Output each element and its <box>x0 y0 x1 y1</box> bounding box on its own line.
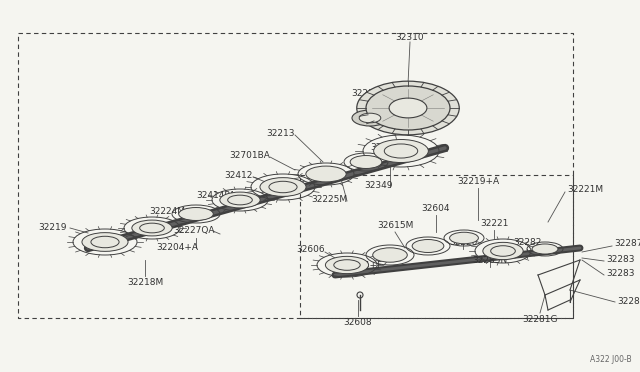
Ellipse shape <box>325 256 369 274</box>
Text: A322 J00-B: A322 J00-B <box>590 355 632 364</box>
Text: 32604+F: 32604+F <box>341 260 382 269</box>
Text: 32219+A: 32219+A <box>457 177 499 186</box>
Ellipse shape <box>450 232 479 244</box>
Text: 32225M: 32225M <box>311 195 347 203</box>
Ellipse shape <box>132 220 172 236</box>
Text: 32349: 32349 <box>365 180 393 189</box>
Ellipse shape <box>412 240 444 253</box>
Text: 32221: 32221 <box>480 219 508 228</box>
Ellipse shape <box>356 81 460 135</box>
Text: 32219: 32219 <box>38 224 67 232</box>
Text: 32608: 32608 <box>344 318 372 327</box>
Text: 32220: 32220 <box>449 238 477 247</box>
Text: 32283: 32283 <box>606 254 634 263</box>
Ellipse shape <box>491 246 515 256</box>
Text: 32615M: 32615M <box>377 221 413 230</box>
Text: 32285N: 32285N <box>472 256 508 265</box>
Text: 32287: 32287 <box>614 240 640 248</box>
Text: 32283: 32283 <box>606 269 634 278</box>
Text: 32350: 32350 <box>371 144 399 153</box>
Text: 32310: 32310 <box>396 33 424 42</box>
Text: 32219: 32219 <box>352 89 380 98</box>
Ellipse shape <box>91 236 119 248</box>
Text: 32227QA: 32227QA <box>173 227 215 235</box>
Ellipse shape <box>372 248 407 262</box>
Ellipse shape <box>483 243 523 260</box>
Text: 32224M: 32224M <box>149 206 185 215</box>
Text: 32414PA: 32414PA <box>196 192 236 201</box>
Ellipse shape <box>260 178 306 196</box>
Ellipse shape <box>384 144 418 158</box>
Text: 32281: 32281 <box>617 298 640 307</box>
Text: 32701BA: 32701BA <box>229 151 270 160</box>
Ellipse shape <box>532 244 558 254</box>
Ellipse shape <box>359 113 381 123</box>
Ellipse shape <box>269 181 297 193</box>
Ellipse shape <box>220 192 260 208</box>
Ellipse shape <box>389 98 427 118</box>
Text: 32213: 32213 <box>266 128 295 138</box>
Ellipse shape <box>306 166 346 182</box>
Text: 32606: 32606 <box>296 246 325 254</box>
Text: 32412: 32412 <box>225 170 253 180</box>
Ellipse shape <box>82 232 128 251</box>
Ellipse shape <box>352 110 388 126</box>
Ellipse shape <box>179 208 213 221</box>
Ellipse shape <box>366 86 450 130</box>
Text: 32282: 32282 <box>513 238 541 247</box>
Text: 32604: 32604 <box>422 204 451 213</box>
Ellipse shape <box>334 260 360 270</box>
Ellipse shape <box>350 155 382 169</box>
Ellipse shape <box>374 140 428 163</box>
Ellipse shape <box>228 195 252 205</box>
Text: 32204+A: 32204+A <box>156 244 198 253</box>
Text: 32281G: 32281G <box>522 315 557 324</box>
Ellipse shape <box>140 223 164 233</box>
Text: 32221M: 32221M <box>567 186 603 195</box>
Text: 32218M: 32218M <box>127 278 163 287</box>
